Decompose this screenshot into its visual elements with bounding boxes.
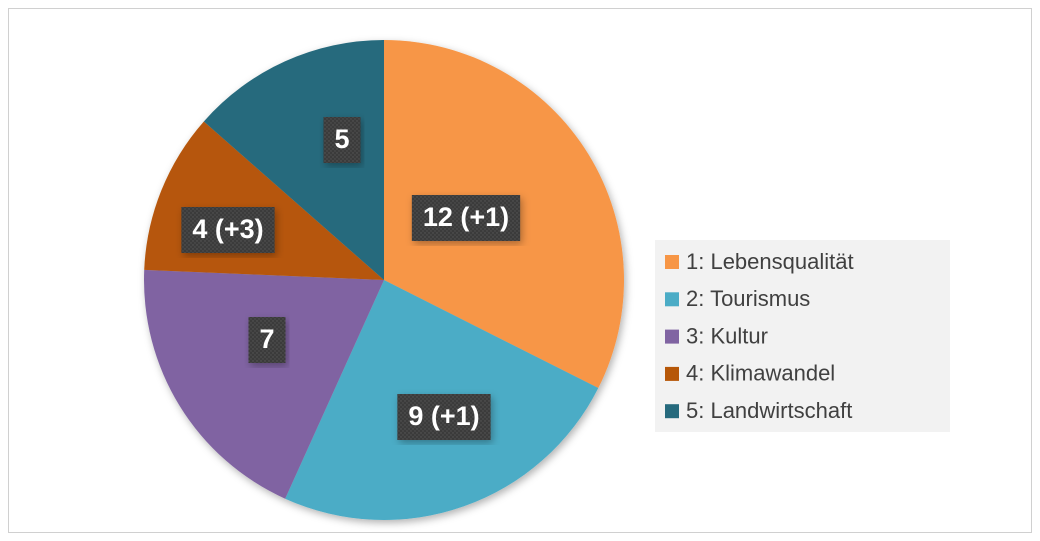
legend-swatch (665, 404, 679, 419)
pie (144, 40, 625, 520)
data-label: 4 (+3) (192, 214, 263, 244)
data-label-box (181, 207, 275, 253)
legend-swatch (665, 329, 679, 344)
legend-swatch (665, 292, 679, 307)
data-label-box (411, 195, 521, 241)
legend-swatch (665, 366, 679, 381)
legend-swatch (665, 255, 679, 269)
legend-label: 5: Landwirtschaft (686, 398, 852, 423)
data-label: 9 (+1) (408, 401, 479, 431)
legend-label: 3: Kultur (686, 323, 768, 348)
pie-slice (203, 40, 384, 280)
data-label-box (248, 317, 286, 363)
legend-label: 4: Klimawandel (686, 361, 835, 386)
legend (655, 240, 950, 432)
data-label: 5 (334, 124, 349, 154)
data-label: 12 (+1) (423, 202, 509, 232)
data-label-box (323, 117, 361, 163)
legend-label: 2: Tourismus (686, 286, 810, 311)
legend-label: 1: Lebensqualität (686, 249, 854, 274)
pie-slice (144, 269, 384, 499)
data-label-box (397, 394, 491, 440)
data-label: 7 (259, 324, 274, 354)
